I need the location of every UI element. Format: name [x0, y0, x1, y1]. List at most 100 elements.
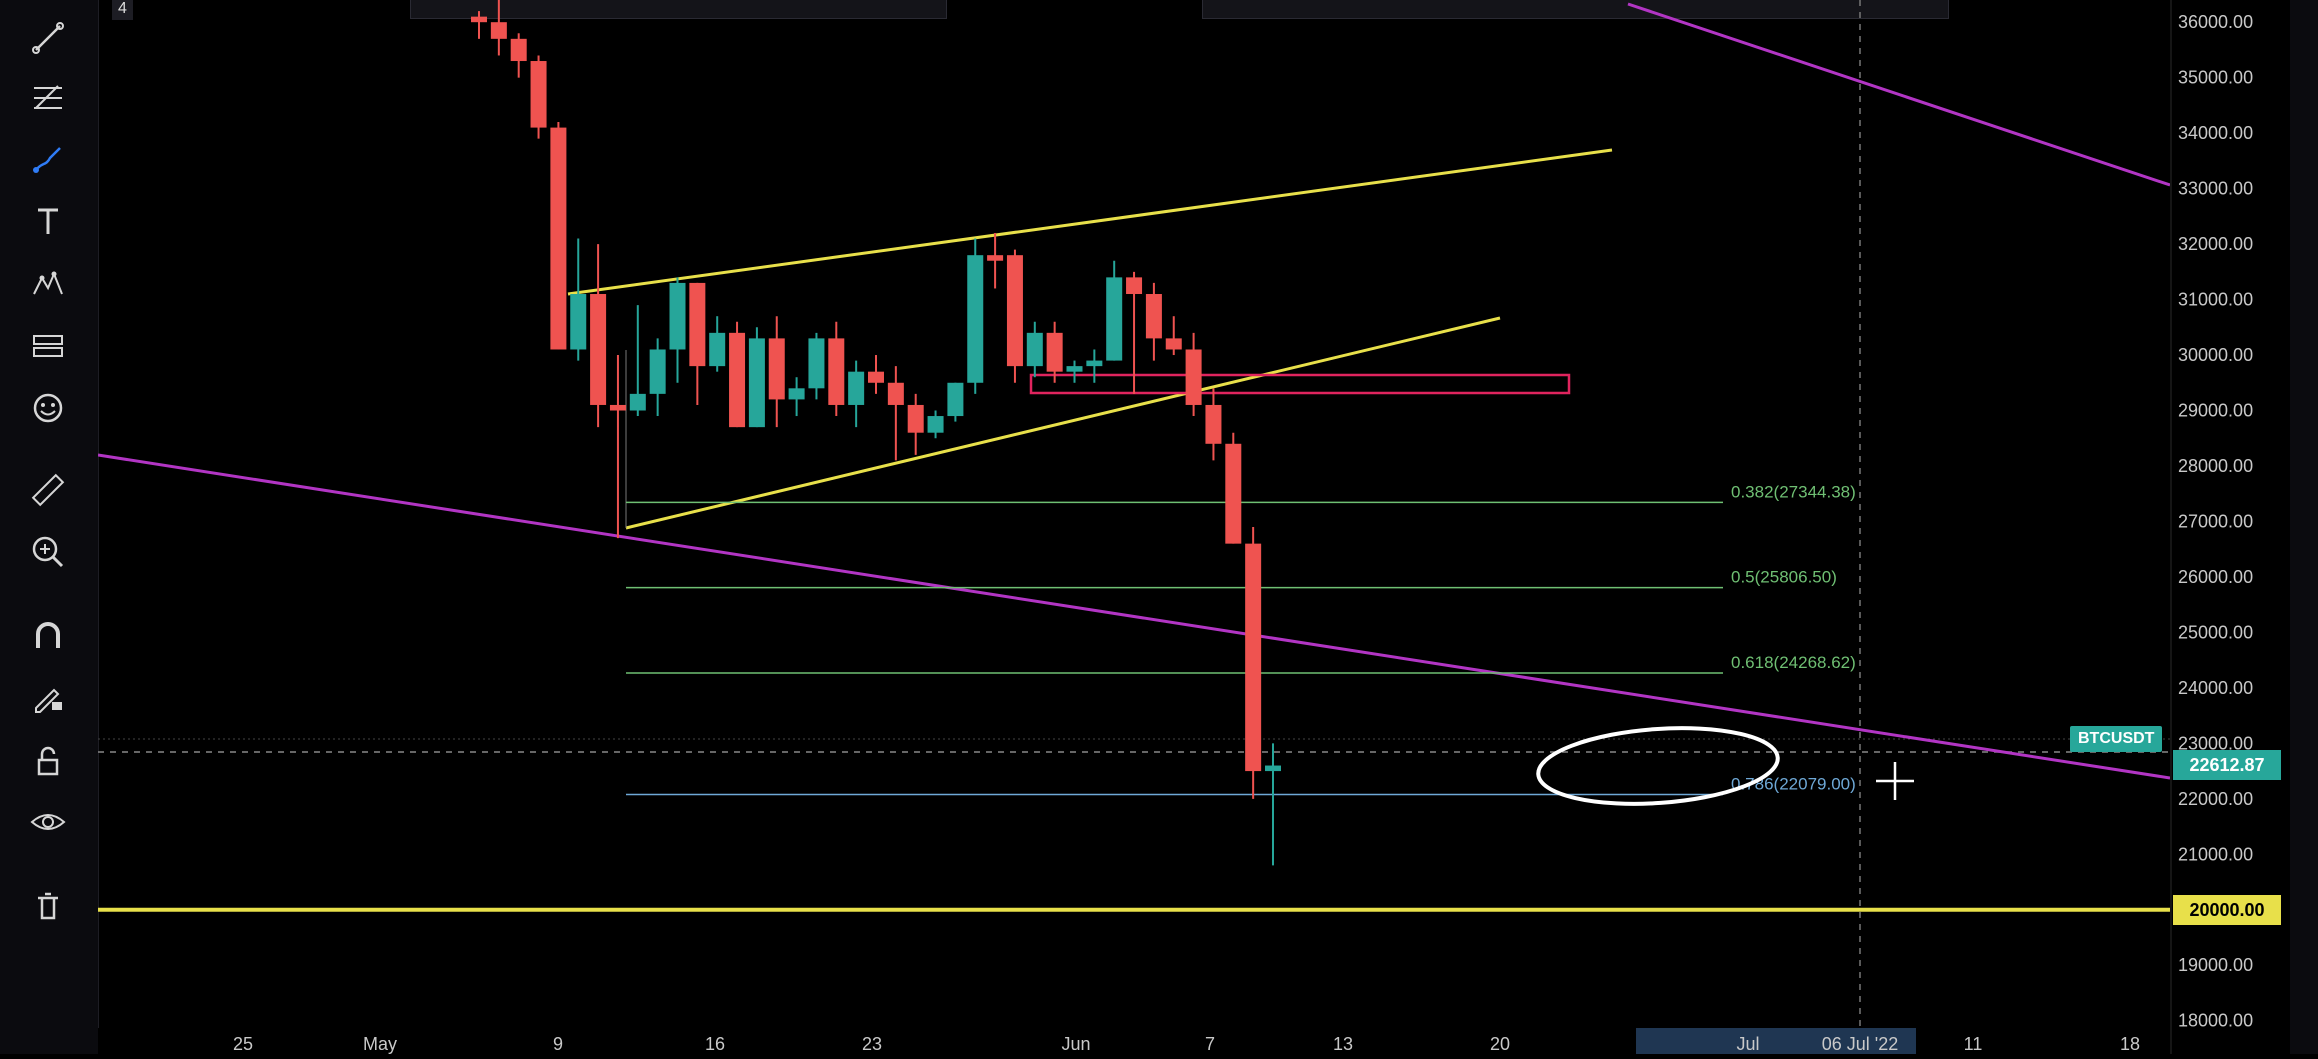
upper-descending-trendline[interactable]	[1627, 2, 2170, 187]
price-chart[interactable]: 0.382(27344.38) 0.5(25806.50) 0.618(24268.…	[98, 0, 2170, 1054]
emoji-icon	[33, 393, 63, 423]
fib-retracement-tool-button[interactable]	[24, 74, 72, 122]
trend-line-tool-button[interactable]	[24, 14, 72, 62]
date-tick-label: May	[363, 1034, 397, 1054]
magnet-tool-button[interactable]	[24, 612, 72, 660]
price-tick-label: 22000.00	[2178, 789, 2253, 809]
candle	[510, 33, 527, 78]
candle	[907, 393, 924, 455]
zoom-in-icon	[32, 536, 64, 568]
candle	[748, 327, 765, 428]
date-tick-label: 25	[233, 1034, 253, 1054]
candle	[868, 355, 884, 394]
date-tick-label: Jun	[1061, 1034, 1090, 1054]
text-icon	[38, 208, 58, 234]
brush-tool-button[interactable]	[24, 136, 72, 184]
ruler-tool-button[interactable]	[24, 466, 72, 514]
trash-icon	[38, 892, 58, 920]
candle	[1106, 260, 1123, 361]
candle	[947, 382, 964, 422]
pattern-icon	[33, 271, 63, 295]
candle	[1066, 360, 1083, 383]
candle	[729, 321, 746, 428]
candle	[887, 366, 904, 461]
candle	[570, 238, 587, 361]
descending-trendline[interactable]	[98, 453, 2170, 780]
trend-line-icon	[32, 22, 64, 54]
date-tick-label: Jul	[1736, 1034, 1759, 1054]
channel-upper-line[interactable]	[567, 148, 1613, 296]
symbol-label: BTCUSDT	[2070, 726, 2163, 752]
date-tick-label: 06 Jul '22	[1822, 1034, 1899, 1054]
price-tick-label: 23000.00	[2178, 733, 2253, 753]
text-tool-button[interactable]	[24, 198, 72, 246]
fib-level-label: 0.618(24268.62)	[1731, 653, 1856, 672]
price-tick-label: 29000.00	[2178, 401, 2253, 421]
chart-header-bar[interactable]	[1202, 0, 1949, 19]
date-tick-label: 9	[553, 1034, 563, 1054]
candle	[689, 282, 706, 405]
price-tick-label: 18000.00	[2178, 1011, 2253, 1031]
price-tick-label: 30000.00	[2178, 345, 2253, 365]
candle	[669, 277, 686, 383]
candle	[1126, 271, 1143, 394]
date-tick-label: 18	[2120, 1034, 2140, 1054]
brush-icon	[33, 147, 61, 173]
candle	[1185, 332, 1202, 417]
candle	[967, 238, 984, 394]
highlight-ellipse[interactable]	[1536, 721, 1781, 812]
current-price-badge: 22612.87	[2173, 749, 2281, 780]
date-tick-label: 23	[862, 1034, 882, 1054]
date-tick-label: 13	[1333, 1034, 1353, 1054]
fib-retracement-icon	[34, 85, 62, 109]
candle	[471, 11, 487, 39]
pattern-tool-button[interactable]	[24, 260, 72, 308]
candle	[788, 377, 805, 417]
date-tick-label: 7	[1205, 1034, 1215, 1054]
date-tick-label: 20	[1490, 1034, 1510, 1054]
lock-tool-button[interactable]	[24, 738, 72, 786]
zoom-in-tool-button[interactable]	[24, 528, 72, 576]
price-tick-label: 26000.00	[2178, 567, 2253, 587]
trash-tool-button[interactable]	[24, 882, 72, 930]
eye-icon	[30, 814, 66, 830]
eye-tool-button[interactable]	[24, 798, 72, 846]
forecast-tool-button[interactable]	[24, 322, 72, 370]
channel-lower-line[interactable]	[625, 316, 1501, 530]
emoji-tool-button[interactable]	[24, 384, 72, 432]
candle	[709, 316, 726, 372]
candle	[1086, 349, 1103, 383]
candle	[1265, 743, 1281, 866]
price-tick-label: 32000.00	[2178, 234, 2253, 254]
interval-badge[interactable]: 4	[112, 0, 133, 20]
price-tick-label: 28000.00	[2178, 456, 2253, 476]
price-tick-label: 34000.00	[2178, 123, 2253, 143]
date-tick-label: 11	[1964, 1034, 1983, 1054]
price-tick-label: 25000.00	[2178, 622, 2253, 642]
lock-icon	[37, 746, 59, 776]
candle	[490, 0, 507, 56]
candle	[828, 321, 845, 417]
price-tick-label: 35000.00	[2178, 68, 2253, 88]
pencil-lock-icon	[35, 688, 62, 713]
price-tick-label: 31000.00	[2178, 290, 2253, 310]
candle	[609, 355, 626, 539]
candle	[1145, 282, 1162, 361]
candle	[629, 305, 646, 417]
candle	[530, 55, 547, 139]
price-tick-label: 19000.00	[2178, 955, 2253, 975]
support-zone-rect[interactable]	[1029, 373, 1571, 395]
right-sidebar	[2290, 0, 2318, 1054]
date-tick-label: 16	[705, 1034, 725, 1054]
candle	[1245, 527, 1262, 799]
date-range-highlight	[1636, 1028, 1916, 1054]
pencil-lock-tool-button[interactable]	[24, 674, 72, 722]
candle	[550, 122, 567, 350]
drawing-properties-bar[interactable]	[410, 0, 947, 19]
candle	[768, 316, 785, 428]
fib-level-label: 0.5(25806.50)	[1731, 568, 1837, 587]
price-tick-label: 21000.00	[2178, 844, 2253, 864]
drawing-toolbar	[0, 0, 99, 1054]
candle	[649, 338, 666, 417]
level-20000-badge: 20000.00	[2173, 894, 2281, 925]
